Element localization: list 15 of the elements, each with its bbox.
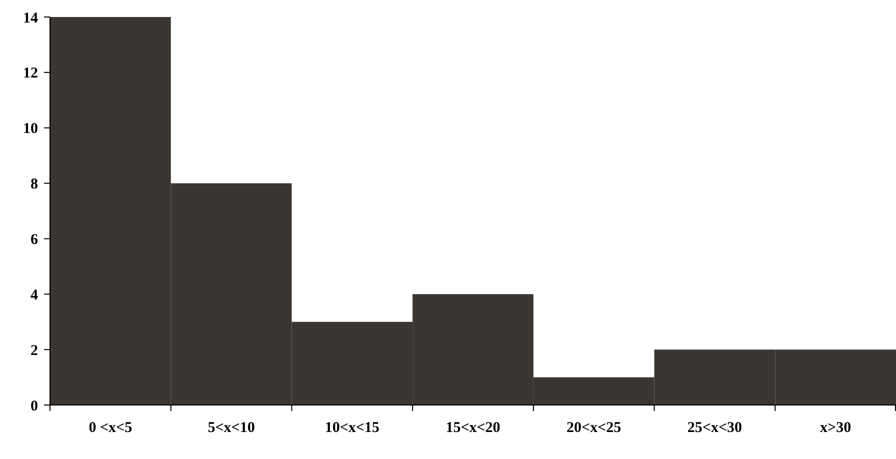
y-tick-label: 12 [23, 66, 38, 82]
x-tick-label: 0 <x<5 [88, 420, 132, 436]
y-tick-label: 10 [23, 121, 38, 138]
x-tick-label: 15<x<20 [446, 420, 500, 436]
y-tick-label: 0 [30, 398, 38, 414]
x-tick-label: 10<x<15 [324, 420, 380, 436]
y-tick-label: 8 [30, 176, 38, 193]
y-tick-label: 14 [23, 10, 38, 26]
y-tick-label: 6 [30, 232, 38, 248]
x-tick-label: 20<x<25 [566, 420, 622, 436]
x-tick-label: 5<x<10 [208, 420, 255, 436]
y-tick-label: 2 [30, 342, 38, 359]
x-tick-label: x>30 [820, 420, 852, 436]
x-tick-label: 25<x<30 [687, 420, 742, 436]
y-tick-label: 4 [30, 287, 38, 304]
